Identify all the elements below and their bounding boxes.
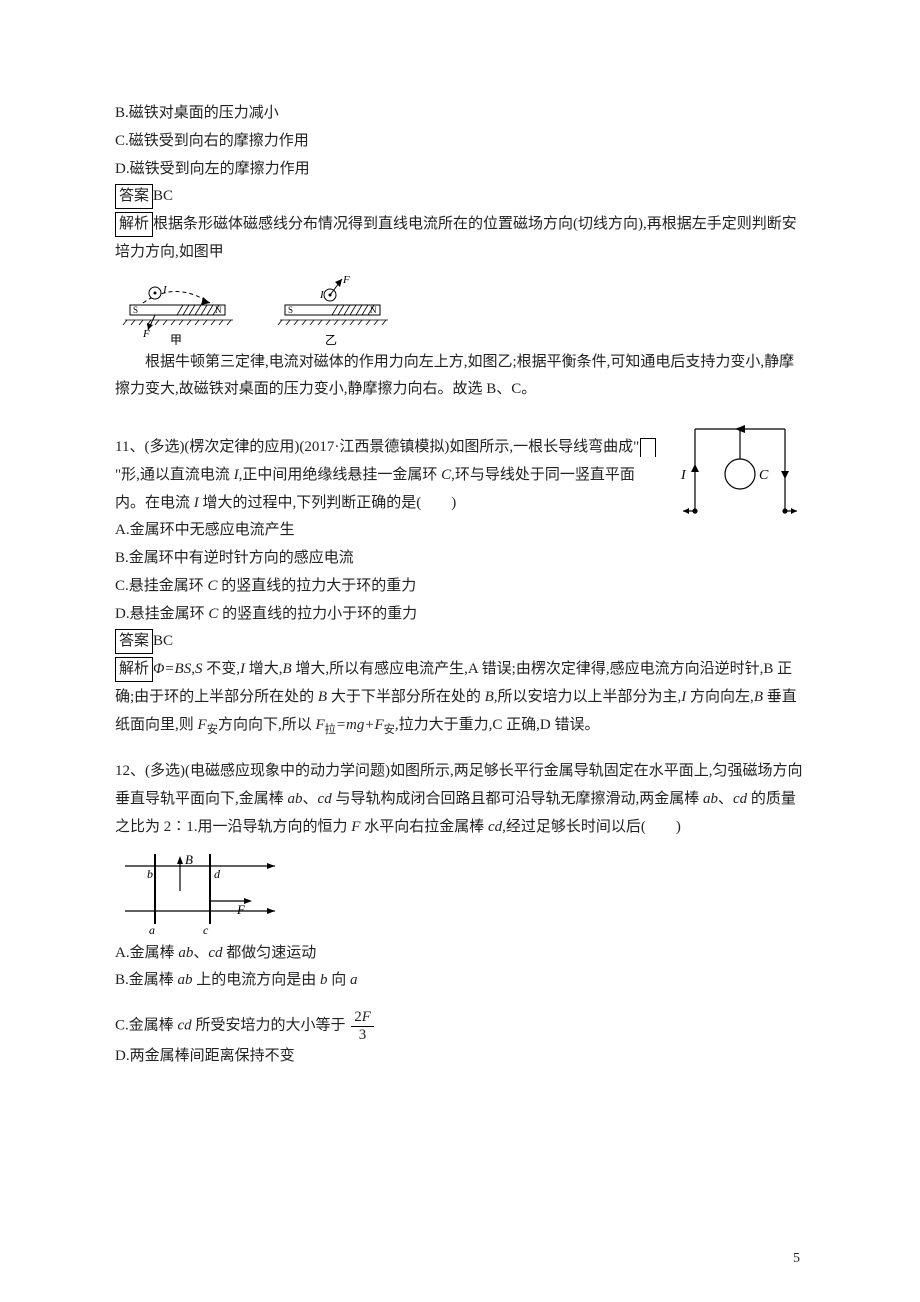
q12-option-c: C.金属棒 cd 所受安培力的大小等于 2F 3 [115, 1009, 805, 1043]
q11-option-c: C.悬挂金属环 C 的竖直线的拉力大于环的重力 [115, 573, 805, 601]
svg-text:a: a [149, 923, 155, 936]
q12-option-d: D.两金属棒间距离保持不变 [115, 1043, 805, 1071]
q10-option-d: D.磁铁受到向左的摩擦力作用 [115, 156, 805, 184]
svg-text:N: N [215, 305, 222, 315]
q11-answer-line: 答案BC [115, 628, 805, 656]
q11-option-d: D.悬挂金属环 C 的竖直线的拉力小于环的重力 [115, 601, 805, 629]
svg-text:d: d [214, 867, 221, 881]
svg-text:F: F [142, 328, 150, 340]
q11-figure: I C [675, 409, 805, 539]
q10-figure-jia: S N I F 甲 [115, 275, 240, 345]
q10-figure-row: S N I F 甲 [115, 275, 805, 345]
svg-text:F: F [342, 275, 350, 286]
q12-option-a: A.金属棒 ab、cd 都做匀速运动 [115, 940, 805, 968]
svg-text:C: C [759, 468, 769, 483]
q12-figure: B F b a d c [115, 846, 285, 936]
fraction-2f-3: 2F 3 [351, 1009, 374, 1043]
q10-option-b: B.磁铁对桌面的压力减小 [115, 100, 805, 128]
answer-label: 答案 [115, 184, 153, 209]
svg-text:乙: 乙 [325, 333, 337, 345]
q10-answer-line: 答案BC [115, 183, 805, 211]
q10-figure-yi: S N I F 乙 [270, 275, 395, 345]
svg-text:I: I [680, 468, 687, 483]
q11-block: I C 11、(多选)(楞次定律的应用)(2017·江西景德镇模拟)如图所示,一… [115, 434, 805, 740]
q12-option-b: B.金属棒 ab 上的电流方向是由 b 向 a [115, 967, 805, 995]
q12-stem: 12、(多选)(电磁感应现象中的动力学问题)如图所示,两足够长平行金属导轨固定在… [115, 758, 805, 841]
svg-text:S: S [133, 305, 138, 315]
q10-explanation-p1: 解析根据条形磁体磁感线分布情况得到直线电流所在的位置磁场方向(切线方向),再根据… [115, 211, 805, 267]
svg-text:F: F [236, 902, 246, 917]
svg-text:B: B [185, 852, 193, 867]
svg-text:I: I [162, 284, 168, 296]
page-number: 5 [793, 1246, 800, 1272]
explanation-label: 解析 [115, 657, 153, 682]
n-shape-icon [640, 438, 656, 457]
answer-label: 答案 [115, 629, 153, 654]
svg-text:c: c [203, 923, 209, 936]
q11-explanation: 解析Φ=BS,S 不变,I 增大,B 增大,所以有感应电流产生,A 错误;由楞次… [115, 656, 805, 740]
svg-text:b: b [147, 867, 153, 881]
q10-answer: BC [153, 188, 173, 204]
q10-explanation-p2: 根据牛顿第三定律,电流对磁体的作用力向左上方,如图乙;根据平衡条件,可知通电后支… [115, 349, 805, 405]
svg-text:甲: 甲 [170, 333, 182, 345]
q11-option-b: B.金属环中有逆时针方向的感应电流 [115, 545, 805, 573]
svg-text:S: S [288, 305, 293, 315]
svg-text:N: N [370, 305, 377, 315]
explanation-label: 解析 [115, 212, 153, 237]
q10-option-c: C.磁铁受到向右的摩擦力作用 [115, 128, 805, 156]
